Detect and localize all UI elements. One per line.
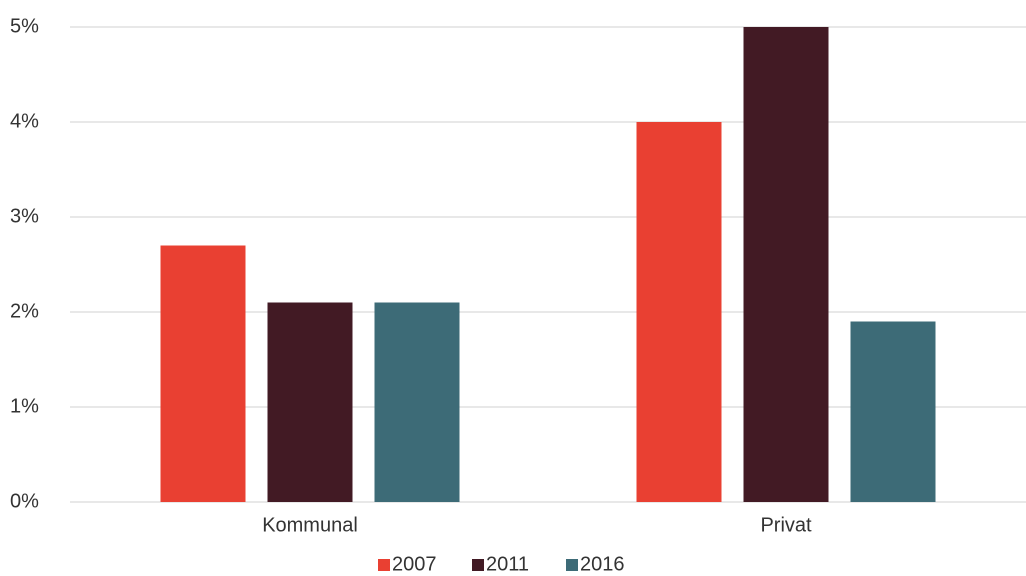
y-tick-label: 1% xyxy=(10,395,39,417)
legend-label: 2007 xyxy=(392,553,437,575)
y-tick-label: 0% xyxy=(10,490,39,512)
bar xyxy=(743,27,829,502)
y-tick-label: 4% xyxy=(10,110,39,132)
legend-swatch xyxy=(566,559,578,571)
y-tick-label: 2% xyxy=(10,300,39,322)
bar xyxy=(160,245,246,502)
x-tick-label: Kommunal xyxy=(262,514,358,536)
bar xyxy=(374,302,460,502)
legend-label: 2011 xyxy=(486,553,529,575)
legend-swatch xyxy=(378,559,390,571)
x-tick-label: Privat xyxy=(760,514,812,536)
y-tick-label: 3% xyxy=(10,205,39,227)
bar xyxy=(850,321,936,502)
legend-label: 2016 xyxy=(580,553,625,575)
bar xyxy=(636,122,722,502)
legend-swatch xyxy=(472,559,484,571)
bar xyxy=(267,302,353,502)
y-tick-label: 5% xyxy=(10,15,39,37)
